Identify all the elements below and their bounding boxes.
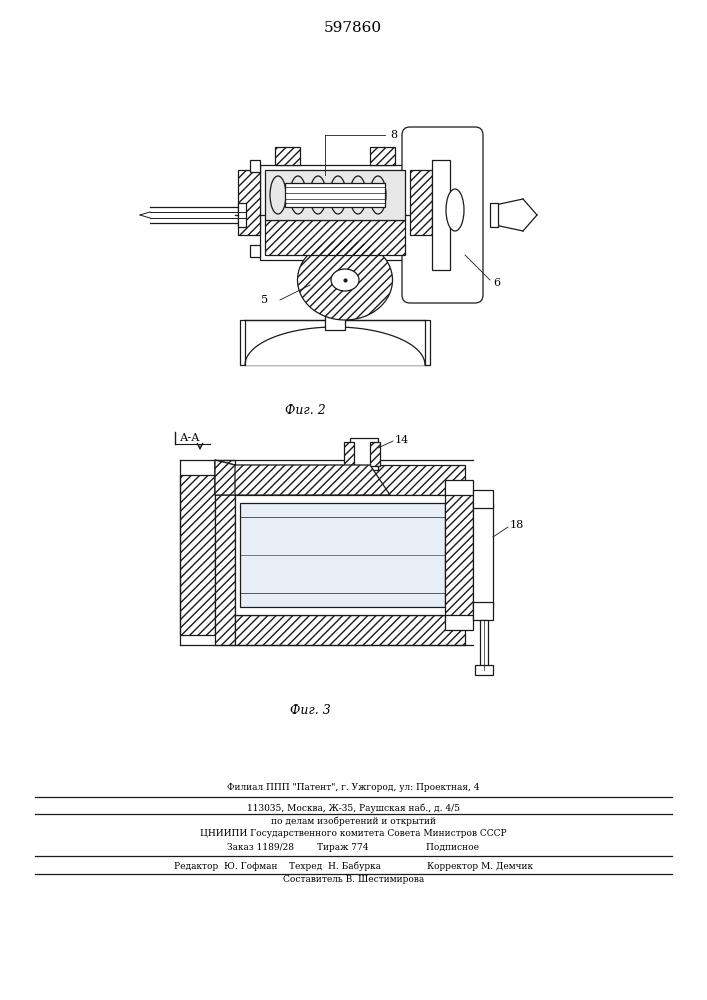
- Text: ЦНИИПИ Государственного комитета Совета Министров СССР: ЦНИИПИ Государственного комитета Совета …: [200, 830, 507, 838]
- Bar: [215, 460, 235, 645]
- Bar: [473, 503, 493, 607]
- Text: 14: 14: [395, 435, 409, 445]
- Bar: [250, 245, 260, 257]
- Bar: [235, 615, 465, 645]
- Bar: [473, 490, 493, 508]
- Bar: [445, 480, 473, 495]
- Text: А-А: А-А: [180, 433, 201, 443]
- Bar: [473, 602, 493, 620]
- Text: 113035, Москва, Ж-35, Раушская наб., д. 4/5: 113035, Москва, Ж-35, Раушская наб., д. …: [247, 803, 460, 813]
- Bar: [238, 170, 260, 235]
- FancyBboxPatch shape: [402, 127, 483, 303]
- Bar: [410, 170, 432, 235]
- Ellipse shape: [446, 189, 464, 231]
- Polygon shape: [215, 460, 315, 495]
- Ellipse shape: [331, 269, 359, 291]
- Bar: [285, 183, 385, 207]
- Bar: [235, 465, 465, 495]
- Bar: [265, 170, 405, 220]
- Text: Фиг. 3: Фиг. 3: [290, 704, 330, 716]
- Bar: [432, 160, 450, 270]
- Bar: [344, 442, 354, 466]
- Bar: [350, 438, 378, 470]
- Bar: [370, 442, 380, 466]
- Polygon shape: [245, 327, 425, 365]
- Ellipse shape: [290, 176, 306, 214]
- Bar: [480, 620, 488, 670]
- Text: Заказ 1189/28        Тираж 774                    Подписное: Заказ 1189/28 Тираж 774 Подписное: [228, 842, 479, 852]
- Bar: [265, 220, 405, 255]
- Bar: [240, 503, 445, 607]
- Ellipse shape: [330, 176, 346, 214]
- Text: 8: 8: [390, 130, 397, 140]
- Bar: [445, 490, 473, 620]
- Text: 18: 18: [510, 520, 525, 530]
- Bar: [325, 275, 345, 330]
- Text: 597860: 597860: [324, 21, 382, 35]
- Ellipse shape: [298, 240, 392, 320]
- Text: Составитель В. Шестимирова: Составитель В. Шестимирова: [283, 876, 424, 884]
- Ellipse shape: [310, 176, 326, 214]
- Bar: [235, 495, 465, 615]
- Text: 5: 5: [262, 295, 269, 305]
- Bar: [490, 203, 498, 227]
- Polygon shape: [235, 465, 390, 495]
- Text: Редактор  Ю. Гофман    Техред  Н. Бабурка                Корректор М. Демчик: Редактор Ю. Гофман Техред Н. Бабурка Кор…: [174, 861, 533, 871]
- Ellipse shape: [270, 176, 286, 214]
- Polygon shape: [215, 460, 235, 495]
- Bar: [370, 147, 395, 165]
- Bar: [475, 665, 493, 675]
- Bar: [275, 147, 300, 165]
- Bar: [235, 215, 435, 275]
- Bar: [445, 615, 473, 630]
- Text: Фиг. 2: Фиг. 2: [285, 403, 325, 416]
- Bar: [238, 203, 246, 227]
- Text: Филиал ППП "Патент", г. Ужгород, ул: Проектная, 4: Филиал ППП "Патент", г. Ужгород, ул: Про…: [227, 782, 480, 792]
- Text: по делам изобретений и открытий: по делам изобретений и открытий: [271, 816, 436, 826]
- Ellipse shape: [370, 176, 386, 214]
- Text: 6: 6: [493, 278, 500, 288]
- Bar: [180, 475, 215, 635]
- Bar: [240, 320, 430, 365]
- Bar: [260, 165, 410, 260]
- Ellipse shape: [350, 176, 366, 214]
- Bar: [250, 160, 260, 172]
